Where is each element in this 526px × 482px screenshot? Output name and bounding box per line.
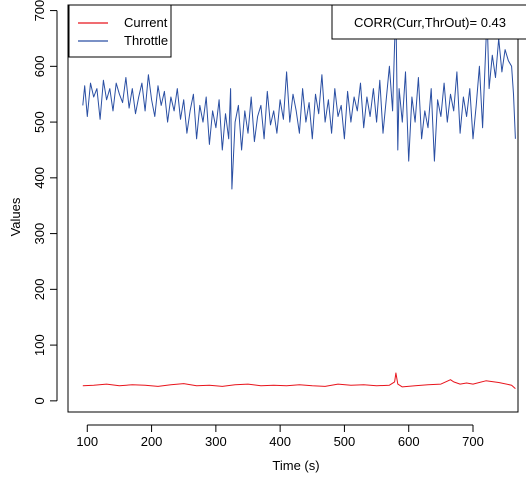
x-tick-label: 500 — [334, 434, 356, 449]
y-tick-label: 600 — [32, 55, 47, 77]
legend-label-throttle: Throttle — [124, 33, 168, 48]
x-axis-label: Time (s) — [272, 458, 319, 473]
annotation-box — [331, 4, 526, 40]
legend-box — [68, 4, 172, 58]
series-line-current — [82, 372, 516, 389]
plot-area — [67, 4, 519, 413]
y-axis-label: Values — [8, 197, 23, 236]
x-tick-label: 200 — [141, 434, 163, 449]
x-tick-label: 400 — [269, 434, 291, 449]
plot-frame — [67, 4, 519, 413]
y-tick-label: 100 — [32, 334, 47, 356]
x-tick-label: 300 — [205, 434, 227, 449]
series-layer — [82, 10, 516, 389]
y-tick-label: 700 — [32, 0, 47, 21]
annotation-text: CORR(Curr,ThrOut)= 0.43 — [354, 15, 506, 30]
x-tick-label: 100 — [76, 434, 98, 449]
correlation-annotation: CORR(Curr,ThrOut)= 0.43 — [331, 4, 526, 40]
x-tick-label: 600 — [398, 434, 420, 449]
y-tick-label: 300 — [32, 223, 47, 245]
series-line-throttle — [82, 10, 516, 190]
y-tick-label: 500 — [32, 111, 47, 133]
legend: Current Throttle — [68, 4, 172, 58]
legend-label-current: Current — [124, 15, 168, 30]
y-axis: 0 100 200 300 400 500 600 700 — [32, 0, 58, 404]
x-tick-label: 700 — [462, 434, 484, 449]
y-tick-label: 200 — [32, 278, 47, 300]
y-tick-label: 400 — [32, 167, 47, 189]
x-axis: 100 200 300 400 500 600 700 — [76, 424, 484, 449]
y-tick-label: 0 — [32, 397, 47, 404]
